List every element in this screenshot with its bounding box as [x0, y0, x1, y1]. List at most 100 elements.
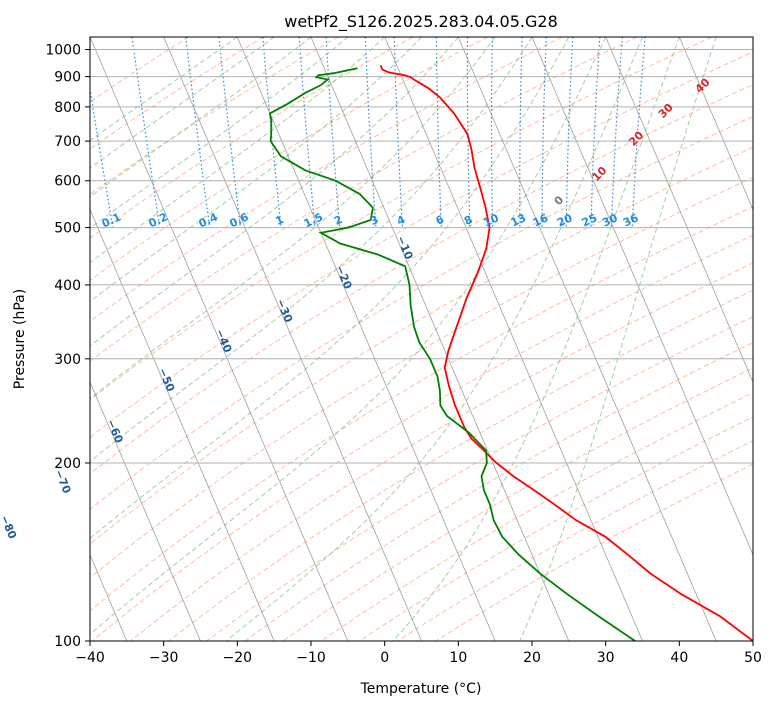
isotherm [752, 37, 753, 39]
mixing-ratio-label: 36 [621, 211, 641, 229]
isotherm-label: −30 [273, 297, 295, 325]
grid-lines [90, 49, 753, 641]
mixing-ratio-label: 30 [600, 211, 620, 229]
background-lines [90, 37, 753, 641]
dry-adiabat [90, 115, 753, 510]
mixing-ratio-line [218, 37, 242, 228]
moist-adiabat-label: 20 [626, 128, 646, 148]
moist-adiabat [90, 37, 459, 347]
y-tick-label: 800 [54, 100, 81, 116]
dry-adiabat [206, 316, 753, 641]
mixing-ratio-label: 16 [531, 211, 551, 229]
isotherm [384, 37, 643, 641]
x-tick-label: 0 [380, 650, 389, 666]
chart-title: wetPf2_S126.2025.283.04.05.G28 [284, 12, 558, 32]
y-tick-label: 400 [54, 278, 81, 294]
moist-adiabat [225, 37, 643, 641]
dry-adiabat [90, 37, 264, 150]
moist-adiabat [90, 37, 496, 400]
x-tick-label: −40 [75, 650, 105, 666]
mixing-ratio-label: 6 [434, 213, 447, 228]
isotherm [163, 37, 422, 641]
dry-adiabat [91, 234, 753, 641]
mixing-ratio-line [590, 37, 601, 228]
mixing-ratio-line [298, 37, 316, 228]
mixing-ratio-line [90, 85, 114, 228]
x-tick-label: 50 [744, 650, 762, 666]
dry-adiabat [282, 367, 753, 641]
moist-adiabat [90, 37, 422, 302]
x-tick-label: 30 [597, 650, 615, 666]
y-tick-label: 300 [54, 352, 81, 368]
isotherm-label: −70 [52, 468, 74, 496]
moist-adiabat-label: 0 [552, 193, 567, 208]
y-tick-label: 1000 [45, 43, 81, 59]
y-tick-label: 100 [54, 634, 81, 650]
dry-adiabat [90, 176, 753, 579]
mixing-ratio-label: 20 [555, 211, 575, 229]
dewpoint-profile [268, 67, 636, 641]
isotherm [90, 37, 349, 641]
mixing-ratio-line [262, 37, 282, 228]
y-axis-ticks: 100 200 300 400 500 600 700 800 900 1000 [45, 43, 90, 650]
x-tick-label: −10 [296, 650, 326, 666]
dry-adiabat [90, 37, 712, 401]
mixing-ratio-label: 2 [332, 213, 344, 228]
y-tick-label: 600 [54, 174, 81, 190]
isotherm-label: −60 [104, 417, 126, 445]
mixing-ratio-label: 25 [580, 211, 599, 229]
x-tick-label: −20 [223, 650, 253, 666]
x-axis-label: Temperature (°C) [360, 681, 482, 697]
dry-adiabat [90, 37, 414, 239]
mixing-ratio-label: 1 [273, 213, 285, 228]
y-tick-label: 700 [54, 134, 81, 150]
isotherm [236, 37, 496, 641]
mixing-ratio-line [565, 37, 574, 228]
moist-adiabat [90, 37, 275, 169]
profiles [268, 65, 753, 641]
y-tick-label: 900 [54, 70, 81, 86]
dry-adiabat [90, 84, 753, 475]
mixing-ratio-line [435, 37, 442, 228]
moist-adiabat [90, 37, 349, 229]
y-tick-label: 500 [54, 221, 81, 237]
x-tick-label: −30 [149, 650, 179, 666]
plot-frame [89, 36, 754, 642]
isotherm [678, 37, 753, 211]
y-tick-label: 200 [54, 456, 81, 472]
isotherm-label: −80 [0, 513, 19, 541]
dry-adiabat [90, 206, 753, 612]
moist-adiabat-label: 30 [656, 101, 676, 121]
mixing-ratio-label: 3 [368, 213, 380, 228]
isotherm [310, 37, 570, 641]
isotherm [605, 37, 753, 384]
moist-adiabat [90, 37, 386, 264]
dry-adiabat [90, 37, 190, 103]
x-tick-label: 40 [670, 650, 688, 666]
mixing-ratio-label: 4 [395, 213, 408, 228]
moist-adiabat [392, 37, 680, 641]
x-axis-ticks: −40 −30 −20 −10 0 10 20 30 40 50 [75, 641, 762, 666]
isotherm [90, 208, 275, 641]
mixing-ratio-line [490, 37, 494, 228]
isotherm-label: −10 [394, 234, 416, 262]
mixing-ratio-label: 10 [481, 211, 501, 229]
isotherm-label: −40 [213, 327, 235, 355]
x-tick-label: 20 [523, 650, 541, 666]
mixing-ratio-label: 8 [462, 213, 474, 228]
temperature-profile [379, 65, 753, 641]
isotherm [457, 37, 717, 641]
mixing-ratio-line [466, 37, 471, 228]
moist-adiabat [90, 37, 570, 539]
isotherm [90, 381, 201, 641]
y-axis-label: Pressure (hPa) [12, 289, 28, 389]
x-tick-label: 10 [449, 650, 467, 666]
dry-adiabat [90, 37, 339, 195]
line-labels: −100−90−80−70−60−50−40−30−20−100.10.20.4… [0, 76, 713, 542]
isotherm [531, 37, 753, 556]
moist-adiabat [519, 37, 717, 641]
moist-adiabat [90, 37, 238, 142]
moist-adiabat [90, 37, 607, 635]
dry-adiabat [130, 262, 753, 641]
dry-adiabat [168, 289, 753, 641]
